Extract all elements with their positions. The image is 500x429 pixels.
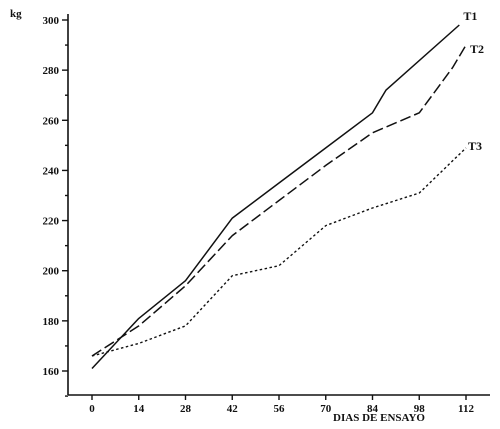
x-tick-label: 70 [320,403,332,415]
x-tick-label: 84 [367,403,379,415]
x-tick-label: 14 [133,403,145,415]
ticks: 160 180 200 220 240 260 280 300 0 14 28 42 56 70 84 98 1… [43,15,475,415]
y-tick-label: 220 [43,216,60,228]
x-tick-label: 42 [227,403,239,415]
y-tick-label: 200 [43,266,60,278]
labels: T1 T2 T3 [463,9,484,153]
y-tick-label: 260 [43,115,60,127]
x-tick-label: 56 [274,403,286,415]
x-axis-label: DIAS DE ENSAYO [333,412,425,424]
x-tick-label: 0 [89,403,95,415]
series-label-2: T2 [470,42,484,56]
x-tick-label: 112 [458,403,474,415]
y-axis-label: kg [10,8,22,20]
x-tick-label: 28 [180,403,192,415]
y-tick-label: 160 [43,366,60,378]
y-tick-label: 180 [43,316,60,328]
series-lines [91,24,467,370]
axes [67,14,490,396]
y-tick-label: 280 [43,65,60,77]
x-tick-label: 98 [414,403,426,415]
y-tick-label: 300 [43,15,60,27]
series-line-1 [91,24,460,370]
series-line-3 [91,147,467,357]
series-line-2 [91,44,467,357]
y-tick-label: 240 [43,165,60,177]
series-label-1: T1 [463,9,477,23]
series-label-3: T3 [468,139,482,153]
